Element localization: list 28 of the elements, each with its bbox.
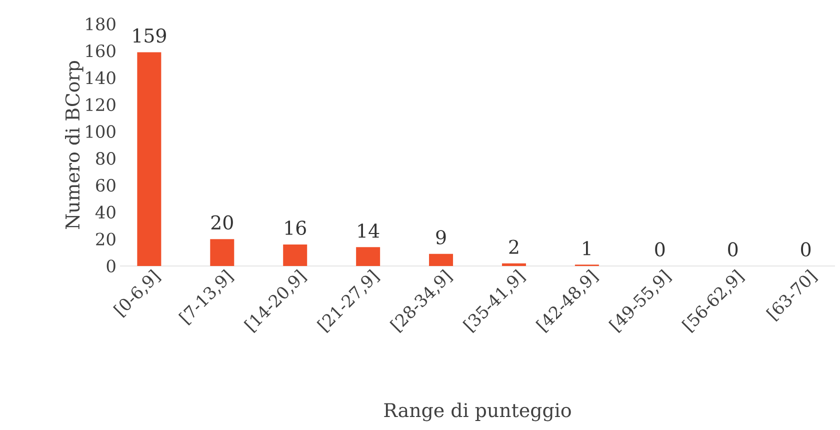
y-tick-label: 0 — [106, 260, 116, 272]
y-tick-label: 100 — [86, 125, 116, 138]
data-label: 9 — [436, 230, 446, 244]
data-label: 16 — [285, 220, 306, 235]
bar — [502, 263, 526, 266]
y-tick-label: 140 — [86, 71, 116, 84]
y-axis-title: Numero di BCorp — [65, 61, 84, 230]
bar — [210, 239, 234, 266]
bar — [429, 254, 454, 266]
data-label: 2 — [509, 240, 518, 254]
data-label: 0 — [655, 242, 665, 256]
data-label: 0 — [801, 242, 811, 256]
data-label: 14 — [358, 224, 380, 238]
y-tick-label: 80 — [96, 152, 116, 165]
bar — [356, 247, 380, 266]
y-tick-label: 120 — [86, 98, 116, 112]
y-tick-label: 160 — [86, 44, 116, 58]
y-tick-label: 20 — [96, 232, 116, 246]
x-axis-title: Range di punteggio — [384, 402, 571, 422]
bar — [283, 244, 308, 266]
data-label: 20 — [211, 215, 233, 230]
bar — [137, 52, 162, 266]
data-label: 0 — [728, 242, 738, 256]
y-tick-label: 180 — [86, 18, 116, 30]
y-tick-label: 60 — [96, 178, 116, 192]
y-tick-label: 40 — [95, 206, 116, 219]
data-label: 159 — [133, 28, 166, 43]
data-label: 1 — [583, 241, 590, 256]
